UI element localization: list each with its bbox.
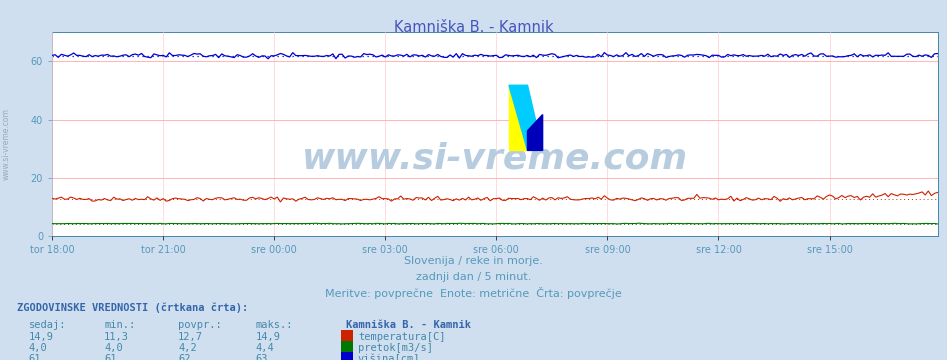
Text: www.si-vreme.com: www.si-vreme.com bbox=[2, 108, 11, 180]
Polygon shape bbox=[509, 85, 527, 150]
Text: 4,0: 4,0 bbox=[28, 343, 47, 353]
Text: Kamniška B. - Kamnik: Kamniška B. - Kamnik bbox=[346, 320, 471, 330]
Text: 62: 62 bbox=[178, 354, 190, 360]
Text: 14,9: 14,9 bbox=[256, 332, 280, 342]
Text: 4,0: 4,0 bbox=[104, 343, 123, 353]
Text: 61: 61 bbox=[104, 354, 116, 360]
Text: Kamniška B. - Kamnik: Kamniška B. - Kamnik bbox=[394, 20, 553, 35]
Text: 11,3: 11,3 bbox=[104, 332, 129, 342]
Text: 63: 63 bbox=[256, 354, 268, 360]
Text: temperatura[C]: temperatura[C] bbox=[358, 332, 445, 342]
Text: min.:: min.: bbox=[104, 320, 135, 330]
Text: 61: 61 bbox=[28, 354, 41, 360]
Text: 12,7: 12,7 bbox=[178, 332, 203, 342]
Text: Slovenija / reke in morje.: Slovenija / reke in morje. bbox=[404, 256, 543, 266]
Polygon shape bbox=[509, 85, 543, 150]
Polygon shape bbox=[527, 114, 543, 150]
Text: 4,4: 4,4 bbox=[256, 343, 275, 353]
Text: povpr.:: povpr.: bbox=[178, 320, 222, 330]
Text: Meritve: povprečne  Enote: metrične  Črta: povprečje: Meritve: povprečne Enote: metrične Črta:… bbox=[325, 287, 622, 299]
Text: ZGODOVINSKE VREDNOSTI (črtkana črta):: ZGODOVINSKE VREDNOSTI (črtkana črta): bbox=[17, 303, 248, 314]
Text: pretok[m3/s]: pretok[m3/s] bbox=[358, 343, 433, 353]
Text: sedaj:: sedaj: bbox=[28, 320, 66, 330]
Text: 14,9: 14,9 bbox=[28, 332, 53, 342]
Text: zadnji dan / 5 minut.: zadnji dan / 5 minut. bbox=[416, 272, 531, 282]
Text: 4,2: 4,2 bbox=[178, 343, 197, 353]
Text: maks.:: maks.: bbox=[256, 320, 294, 330]
Text: www.si-vreme.com: www.si-vreme.com bbox=[302, 141, 688, 176]
Text: višina[cm]: višina[cm] bbox=[358, 354, 420, 360]
